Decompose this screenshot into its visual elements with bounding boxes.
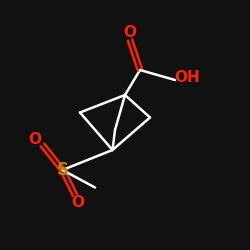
Text: O: O <box>28 132 42 148</box>
Text: O: O <box>124 25 136 40</box>
Text: S: S <box>56 161 68 179</box>
Text: O: O <box>71 195 84 210</box>
Text: OH: OH <box>174 70 201 85</box>
